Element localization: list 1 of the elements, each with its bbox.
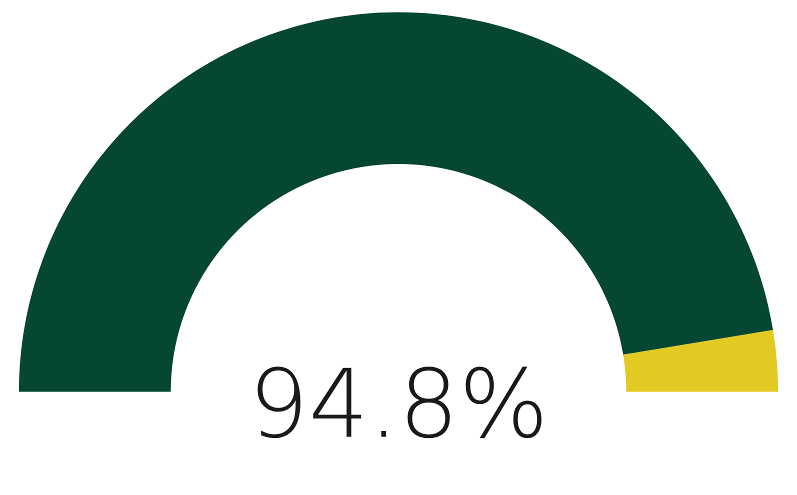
text: 94.8% (258, 366, 542, 438)
